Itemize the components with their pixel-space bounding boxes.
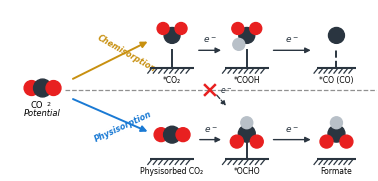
Circle shape bbox=[46, 81, 61, 95]
Text: CO: CO bbox=[30, 101, 43, 110]
Text: Chemisorption: Chemisorption bbox=[95, 33, 157, 74]
Text: *OCHO: *OCHO bbox=[234, 167, 260, 176]
Text: 2: 2 bbox=[46, 102, 50, 107]
Circle shape bbox=[239, 28, 255, 43]
Circle shape bbox=[241, 117, 253, 129]
Circle shape bbox=[233, 38, 245, 50]
Text: $e^-$: $e^-$ bbox=[285, 36, 299, 45]
Circle shape bbox=[328, 125, 345, 142]
Text: *CO (CO): *CO (CO) bbox=[319, 76, 354, 85]
Circle shape bbox=[250, 22, 262, 34]
Text: Formate: Formate bbox=[321, 167, 352, 176]
Circle shape bbox=[157, 22, 169, 34]
Text: *CO₂: *CO₂ bbox=[163, 76, 181, 85]
Text: $e^-$: $e^-$ bbox=[285, 125, 299, 135]
Circle shape bbox=[340, 135, 353, 148]
Circle shape bbox=[176, 128, 190, 142]
Circle shape bbox=[164, 28, 180, 43]
Circle shape bbox=[320, 135, 333, 148]
Text: Physisorbed CO₂: Physisorbed CO₂ bbox=[141, 167, 204, 176]
Text: $e^-$: $e^-$ bbox=[220, 86, 232, 96]
Circle shape bbox=[34, 79, 51, 97]
Text: Potential: Potential bbox=[24, 109, 61, 118]
Text: *COOH: *COOH bbox=[234, 76, 260, 85]
Text: Physisorption: Physisorption bbox=[93, 110, 153, 144]
Circle shape bbox=[238, 125, 255, 142]
Text: $e^-$: $e^-$ bbox=[203, 125, 217, 135]
Circle shape bbox=[24, 81, 39, 95]
Circle shape bbox=[232, 22, 244, 34]
Circle shape bbox=[175, 22, 187, 34]
Circle shape bbox=[330, 117, 342, 129]
Circle shape bbox=[164, 126, 181, 143]
Circle shape bbox=[230, 135, 243, 148]
Circle shape bbox=[328, 28, 344, 43]
Circle shape bbox=[154, 128, 168, 142]
Text: $e^-$: $e^-$ bbox=[203, 36, 217, 45]
Circle shape bbox=[250, 135, 263, 148]
